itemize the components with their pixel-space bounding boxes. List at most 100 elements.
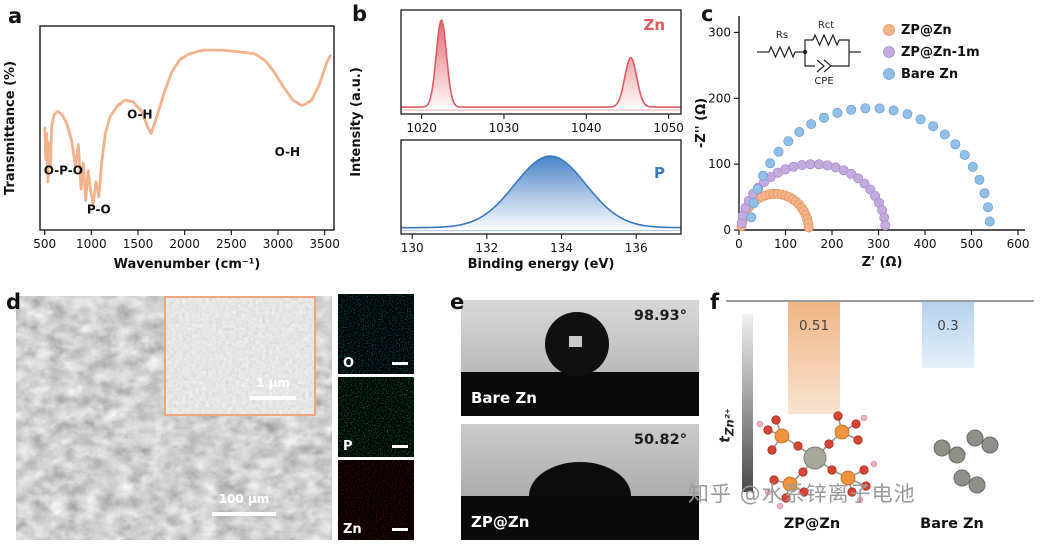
svg-text:Transmittance (%): Transmittance (%)	[3, 61, 18, 195]
droplet-reflection	[569, 336, 582, 347]
scale-bar	[212, 512, 276, 516]
svg-text:1020: 1020	[406, 121, 437, 135]
panel-label-e: e	[450, 290, 465, 314]
ftir-plot-box	[39, 25, 335, 231]
panel-label-a: a	[8, 4, 23, 28]
eds-element-label: Zn	[343, 522, 362, 537]
scale-bar-label: 100 μm	[218, 492, 270, 506]
legend-dot-Bare Zn	[883, 68, 895, 80]
legend-dot-ZP@Zn	[883, 24, 895, 36]
svg-text:500: 500	[33, 237, 56, 251]
gradient-axis	[742, 314, 753, 492]
svg-text:Zn: Zn	[643, 16, 665, 34]
svg-text:O-H: O-H	[275, 145, 300, 159]
svg-text:O-H: O-H	[127, 108, 152, 122]
svg-text:200: 200	[708, 91, 731, 105]
inset-scale-bar-label: 1 μm	[256, 376, 290, 390]
eds-element-label: P	[343, 439, 353, 454]
panel-transference: tZn²⁺ 0.51 0.3 ZP@Zn Bare Zn	[700, 288, 1044, 546]
svg-text:1040: 1040	[571, 121, 602, 135]
svg-text:1050: 1050	[653, 121, 684, 135]
svg-text:Wavenumber (cm⁻¹): Wavenumber (cm⁻¹)	[114, 257, 261, 272]
molecule-illustration	[756, 411, 999, 510]
ftir-chart: 500 1000 1500 2000 2500 3000 3500 O-P-O P-O O-H O-…	[3, 25, 340, 272]
transference-value: 0.51	[798, 318, 830, 334]
svg-text:0: 0	[723, 223, 731, 237]
eds-map-O: O	[338, 294, 414, 374]
eds-map-P: P	[338, 377, 414, 457]
svg-text:0: 0	[735, 237, 743, 251]
eds-scale-bar	[392, 528, 408, 531]
svg-text:1500: 1500	[123, 237, 154, 251]
panel-label-b: b	[352, 2, 368, 26]
panel-label-c: c	[701, 2, 714, 26]
svg-text:3500: 3500	[309, 237, 340, 251]
bar-label-zpzn: ZP@Zn	[783, 516, 841, 532]
legend-label: ZP@Zn-1m	[901, 45, 980, 60]
eds-scale-bar	[392, 445, 408, 448]
legend-dot-ZP@Zn-1m	[883, 46, 895, 58]
xps-peak-fill-Zn	[401, 20, 681, 108]
transference-bar-ZP@Zn: 0.51	[788, 302, 840, 414]
svg-text:600: 600	[1007, 237, 1030, 251]
contact-angle-value: 50.82°	[633, 432, 687, 448]
eds-scale-bar	[392, 362, 408, 365]
svg-text:-Z'' (Ω): -Z'' (Ω)	[694, 98, 709, 148]
sample-label: Bare Zn	[471, 389, 537, 407]
contact-angle-value: 98.93°	[633, 308, 687, 324]
legend-label: Bare Zn	[901, 67, 958, 82]
svg-text:200: 200	[821, 237, 844, 251]
svg-text:Rs: Rs	[776, 30, 788, 41]
svg-text:100: 100	[708, 157, 731, 171]
equivalent-circuit: Rs Rct CPE	[757, 20, 861, 87]
water-droplet	[529, 462, 631, 496]
inset-scale-bar	[250, 396, 296, 400]
svg-text:136: 136	[625, 241, 648, 255]
watermark: 知乎 @水系锌离子电池	[688, 482, 916, 506]
svg-text:2000: 2000	[169, 237, 200, 251]
svg-text:300: 300	[867, 237, 890, 251]
svg-text:400: 400	[914, 237, 937, 251]
svg-text:300: 300	[708, 25, 731, 39]
svg-text:Intensity (a.u.): Intensity (a.u.)	[349, 67, 364, 177]
legend-label: ZP@Zn	[901, 23, 952, 38]
bar-label-bare-zn: Bare Zn	[920, 516, 984, 532]
substrate	[461, 496, 699, 540]
panel-label-f: f	[710, 290, 720, 314]
water-droplet	[545, 312, 609, 376]
svg-text:2500: 2500	[216, 237, 247, 251]
contact-angle-photo-zpzn: 50.82° ZP@Zn	[461, 424, 699, 540]
svg-text:3000: 3000	[263, 237, 294, 251]
svg-text:O-P-O: O-P-O	[44, 163, 83, 177]
eis-series-ZP@Zn	[736, 188, 814, 233]
svg-text:Binding energy (eV): Binding energy (eV)	[468, 257, 615, 272]
eis-series-Bare Zn	[746, 103, 995, 227]
svg-text:130: 130	[401, 241, 424, 255]
svg-text:Z' (Ω): Z' (Ω)	[862, 255, 903, 270]
svg-text:132: 132	[475, 241, 498, 255]
transference-value: 0.3	[937, 318, 959, 334]
transference-bar-Bare Zn: 0.3	[922, 302, 974, 368]
contact-angle-photo-bare-zn: 98.93° Bare Zn	[461, 300, 699, 416]
svg-text:P: P	[654, 164, 665, 182]
substrate	[461, 372, 699, 416]
sem-inset-image: 1 μm	[164, 296, 316, 416]
svg-text:Rct: Rct	[818, 20, 834, 31]
svg-text:100: 100	[774, 237, 797, 251]
eds-element-label: O	[343, 356, 355, 371]
eis-chart: 0 100 200 300 400 500 600 0 100 200 300 Z' (Ω) -Z'' …	[694, 16, 1030, 270]
svg-text:134: 134	[550, 241, 573, 255]
panel-sem-eds: 100 μm 1 μm O P Zn	[0, 288, 445, 546]
xps-peak-fill-P	[401, 156, 681, 228]
svg-text:1000: 1000	[76, 237, 107, 251]
sample-label: ZP@Zn	[471, 513, 530, 531]
xps-curve-P	[401, 155, 682, 229]
xps-chart: 1020 1030 1040 1050 Zn 130 132 134 136 P Binding e…	[349, 9, 684, 272]
panel-label-d: d	[6, 290, 22, 314]
axis-line	[726, 300, 1034, 302]
svg-text:CPE: CPE	[814, 76, 833, 87]
svg-text:P-O: P-O	[87, 202, 111, 216]
panel-contact-angle: 98.93° Bare Zn 50.82° ZP@Zn	[445, 288, 700, 546]
svg-text:1030: 1030	[489, 121, 520, 135]
